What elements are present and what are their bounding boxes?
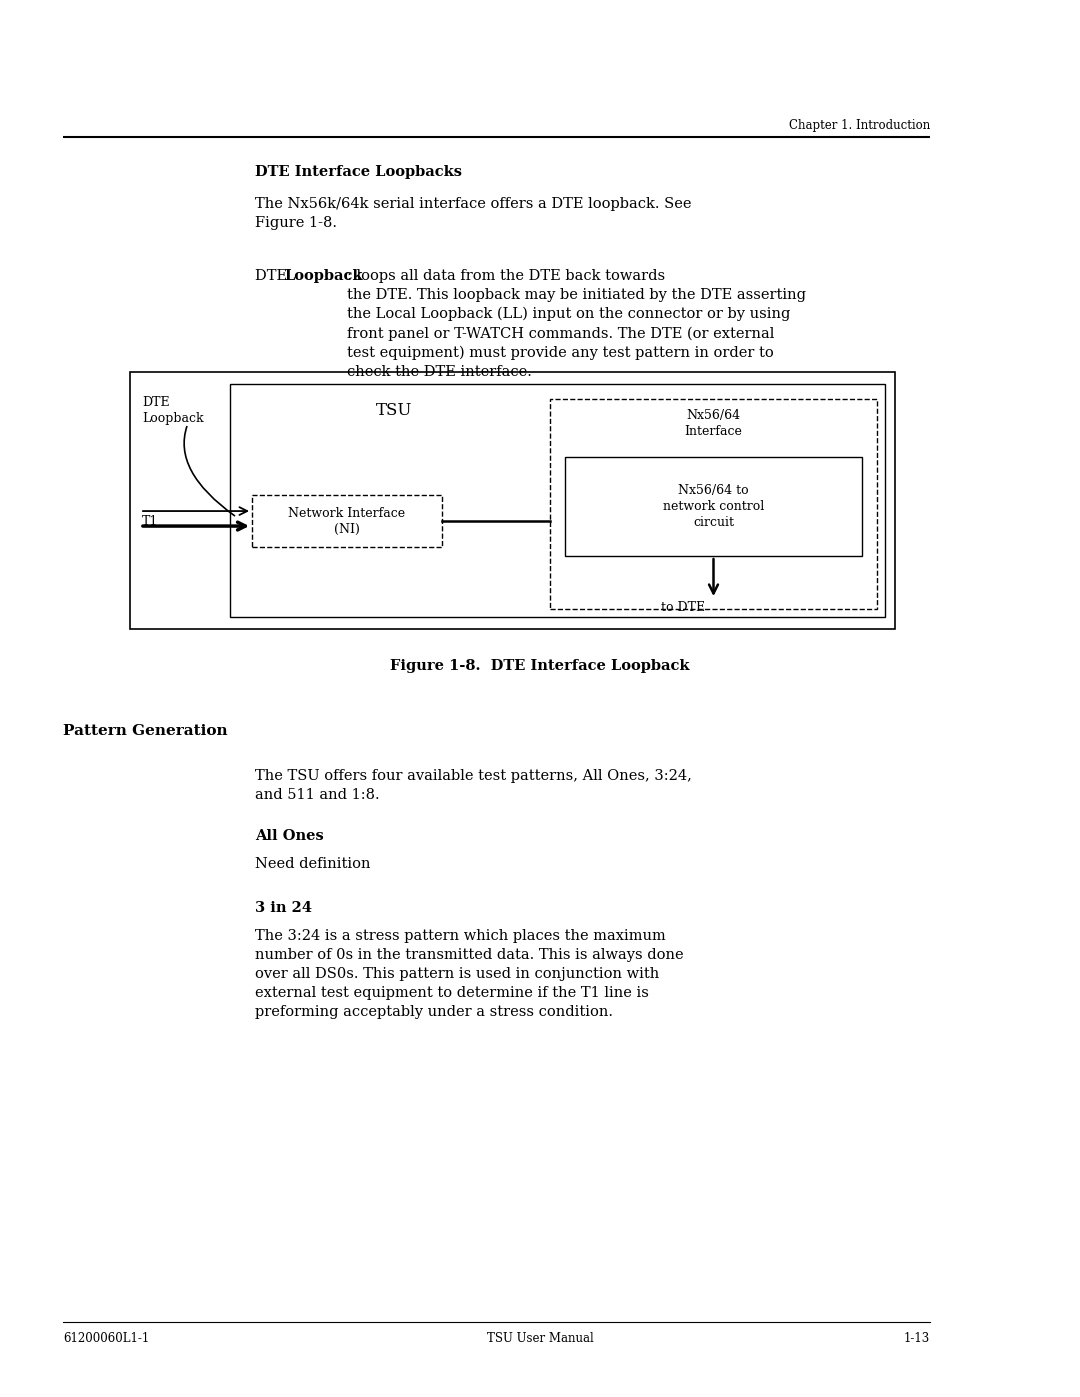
Text: : loops all data from the DTE back towards
the DTE. This loopback may be initiat: : loops all data from the DTE back towar… (348, 270, 807, 380)
Text: TSU User Manual: TSU User Manual (487, 1331, 593, 1345)
Text: 1-13: 1-13 (904, 1331, 930, 1345)
Text: Loopback: Loopback (284, 270, 363, 284)
Text: Nx56/64
Interface: Nx56/64 Interface (685, 409, 742, 439)
Bar (565, 457, 862, 556)
Bar (130, 372, 895, 629)
Text: DTE: DTE (255, 270, 292, 284)
Text: 61200060L1-1: 61200060L1-1 (63, 1331, 149, 1345)
Text: The Nx56k/64k serial interface offers a DTE loopback. See
Figure 1-8.: The Nx56k/64k serial interface offers a … (255, 197, 691, 231)
Text: to DTE: to DTE (661, 601, 705, 615)
Text: Nx56/64 to
network control
circuit: Nx56/64 to network control circuit (663, 483, 765, 529)
Text: Network Interface
(NI): Network Interface (NI) (288, 507, 406, 535)
Text: DTE Interface Loopbacks: DTE Interface Loopbacks (255, 165, 462, 179)
Text: Figure 1-8.  DTE Interface Loopback: Figure 1-8. DTE Interface Loopback (390, 659, 690, 673)
Text: Pattern Generation: Pattern Generation (63, 724, 228, 738)
Bar (550, 400, 877, 609)
Text: The TSU offers four available test patterns, All Ones, 3:24,
and 511 and 1:8.: The TSU offers four available test patte… (255, 768, 692, 802)
Text: 3 in 24: 3 in 24 (255, 901, 312, 915)
Text: T1: T1 (141, 514, 159, 528)
Text: All Ones: All Ones (255, 828, 324, 842)
Bar (252, 495, 442, 548)
Text: TSU: TSU (376, 402, 411, 419)
Text: The 3:24 is a stress pattern which places the maximum
number of 0s in the transm: The 3:24 is a stress pattern which place… (255, 929, 684, 1018)
Text: DTE
Loopback: DTE Loopback (141, 395, 204, 425)
Text: Chapter 1. Introduction: Chapter 1. Introduction (788, 119, 930, 131)
Bar (230, 384, 885, 617)
Text: Need definition: Need definition (255, 856, 370, 870)
